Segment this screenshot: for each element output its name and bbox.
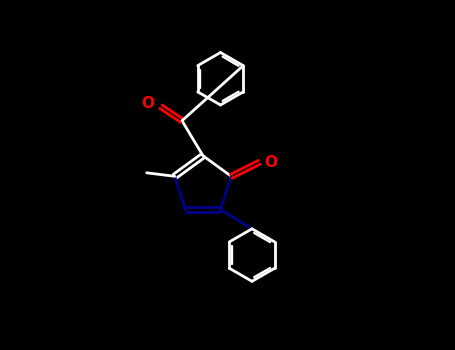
Text: O: O [141, 96, 154, 111]
Text: O: O [264, 155, 278, 170]
